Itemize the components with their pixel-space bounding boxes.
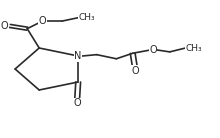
Text: O: O bbox=[0, 21, 8, 31]
Text: O: O bbox=[73, 98, 81, 108]
Text: O: O bbox=[131, 66, 139, 75]
Text: O: O bbox=[149, 45, 157, 55]
Text: O: O bbox=[39, 16, 46, 26]
Text: CH₃: CH₃ bbox=[185, 43, 202, 53]
Text: N: N bbox=[75, 51, 82, 61]
Text: CH₃: CH₃ bbox=[78, 13, 95, 22]
